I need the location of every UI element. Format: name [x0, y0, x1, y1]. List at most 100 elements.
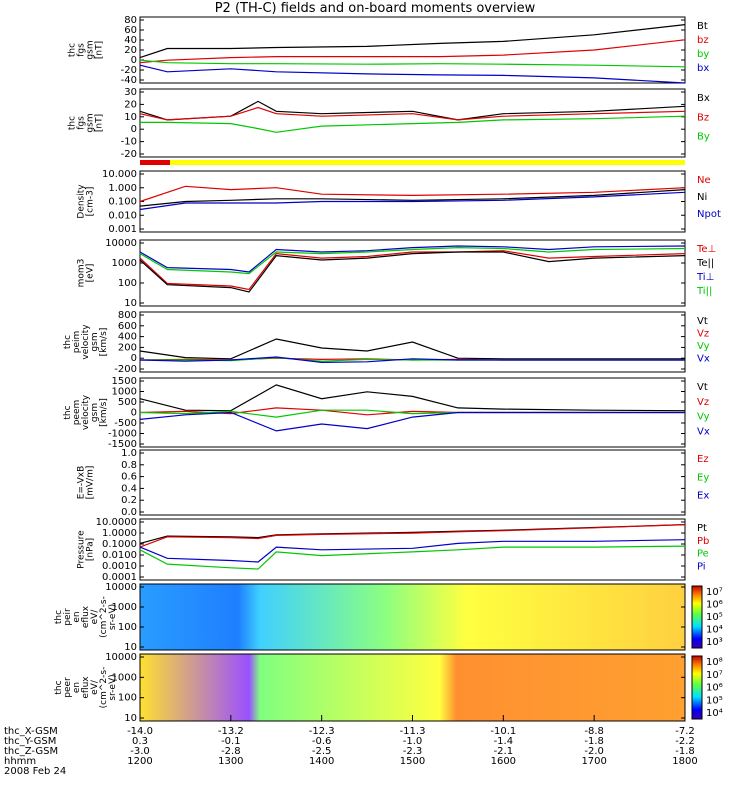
ytick-label: 1.000	[108, 183, 137, 194]
footer-value: -11.3	[400, 726, 426, 737]
ylabel-line: fgs	[77, 116, 87, 130]
ytick-label: 20	[124, 99, 137, 110]
legend-Ne: Ne	[697, 175, 711, 186]
footer-row-label: hhmm	[4, 756, 36, 767]
ylabel-line: [nPa]	[86, 538, 96, 561]
footer-value: -2.0	[584, 746, 604, 757]
ylabel-line: velocity	[81, 394, 91, 430]
ytick-label: 200	[118, 342, 137, 353]
series-bx	[139, 64, 686, 84]
legend-Ti⊥: Ti⊥	[696, 272, 714, 283]
panel-frame-3	[139, 239, 686, 307]
legend-Ti||: Ti||	[696, 286, 712, 297]
ytick-label: 1.0	[121, 448, 137, 459]
ytick-label: 0.4	[121, 483, 137, 494]
legend-by: by	[697, 49, 709, 60]
legend-Vy: Vy	[697, 412, 710, 423]
legend-bx: bx	[697, 63, 709, 74]
footer-value: -8.8	[584, 726, 604, 737]
legend-Vz: Vz	[697, 329, 709, 340]
ylabel-line: gsm	[86, 40, 96, 59]
colorbar-tick: 10⁵	[706, 612, 723, 623]
ylabel-line: en	[72, 611, 82, 622]
footer-value: -2.5	[312, 746, 332, 757]
ylabel-line: eflux	[81, 605, 91, 628]
ytick-label: 0	[131, 408, 137, 419]
footer-value: -2.3	[403, 746, 423, 757]
colorbar-tick: 10⁷	[706, 587, 723, 598]
ytick-label: 20	[124, 45, 137, 56]
legend-Vy: Vy	[697, 341, 710, 352]
ylabel-line: thc	[54, 610, 64, 624]
ylabel-line: [nT]	[95, 114, 105, 132]
ylabel-3: mom3 [eV]	[77, 259, 96, 288]
ylabel-line: thc	[68, 116, 78, 130]
panel-2: 10.000 1.000 0.100 0.010 0.001 Density [cm-3] N…	[77, 169, 721, 235]
colorbar-8	[691, 585, 703, 649]
ylabel-line: [eV]	[86, 264, 96, 283]
ylabel-line: sr-eV)	[108, 674, 118, 700]
ytick-label: -20	[121, 65, 137, 76]
ylabel-line: (cm^2-s-	[99, 667, 109, 709]
colorbar-tick: 10⁶	[706, 683, 723, 694]
ytick-label: 0.0	[121, 507, 137, 518]
ytick-label: 0.010	[108, 210, 137, 221]
legend-Vt: Vt	[697, 316, 708, 327]
ytick-label: 0.001	[108, 224, 137, 235]
ytick-label: 10	[124, 298, 137, 309]
series-Pb	[139, 524, 686, 548]
ylabel-line: mom3	[77, 259, 87, 288]
ytick-label: 400	[118, 332, 137, 343]
ytick-label: 0.6	[121, 472, 137, 483]
legend-Bt: Bt	[697, 21, 708, 32]
ytick-label: 10000	[105, 582, 137, 593]
ytick-label: 0.0001	[102, 572, 137, 583]
footer-value: 1400	[309, 756, 334, 767]
ylabel-line: Density	[77, 184, 87, 219]
ylabel-line: eflux	[81, 676, 91, 699]
ylabel-line: eV/	[90, 609, 100, 625]
panel-frame-8	[139, 583, 686, 651]
footer-row-label: thc_Z-GSM	[4, 746, 58, 757]
ytick-label: 10000	[105, 238, 137, 249]
ytick-label: 60	[124, 25, 137, 36]
footer-row-label: thc_X-GSM	[4, 726, 58, 737]
footer-value: 1200	[127, 756, 152, 767]
ytick-label: 10	[124, 112, 137, 123]
footer-row-label: 2008 Feb 24	[4, 766, 66, 777]
series-Pe	[139, 545, 686, 570]
ytick-label: 0.8	[121, 460, 137, 471]
ylabel-line: (cm^2-s-	[99, 596, 109, 638]
series-Vx	[139, 356, 685, 364]
series-Ne	[139, 185, 686, 203]
mode-bar-red	[140, 160, 170, 165]
ytick-label: 100	[118, 278, 137, 289]
footer-value: -12.3	[309, 726, 335, 737]
ylabel-line: [km/s]	[99, 398, 109, 427]
footer-value: 1600	[491, 756, 516, 767]
ylabel-line: thc	[63, 335, 73, 349]
legend-Ez: Ez	[697, 454, 709, 465]
footer-value: -13.2	[218, 726, 244, 737]
ytick-label: 0.2	[121, 495, 137, 506]
series-bz	[139, 39, 686, 64]
spectrogram-9	[140, 654, 685, 721]
series-Te||	[139, 251, 686, 293]
ytick-label: 10	[124, 642, 137, 653]
legend-Vx: Vx	[697, 354, 710, 365]
panel-3: 10000 1000 100 10 mom3 [eV] Te⊥ Te|| Ti⊥ Ti||	[77, 238, 717, 309]
legend-Vt: Vt	[697, 382, 708, 393]
ytick-label: 0.1000	[102, 539, 137, 550]
ytick-label: 800	[118, 310, 137, 321]
ylabel-line: velocity	[81, 324, 91, 360]
series-Vx	[139, 411, 685, 432]
ytick-label: 1.0000	[102, 528, 137, 539]
legend-By: By	[697, 132, 710, 143]
footer-value: -0.1	[221, 736, 241, 747]
ytick-label: 1000	[112, 672, 137, 683]
colorbar-tick: 10⁴	[706, 708, 723, 719]
footer-value: -10.1	[490, 726, 516, 737]
ylabel-0: thc fgs gsm [nT]	[68, 40, 105, 59]
